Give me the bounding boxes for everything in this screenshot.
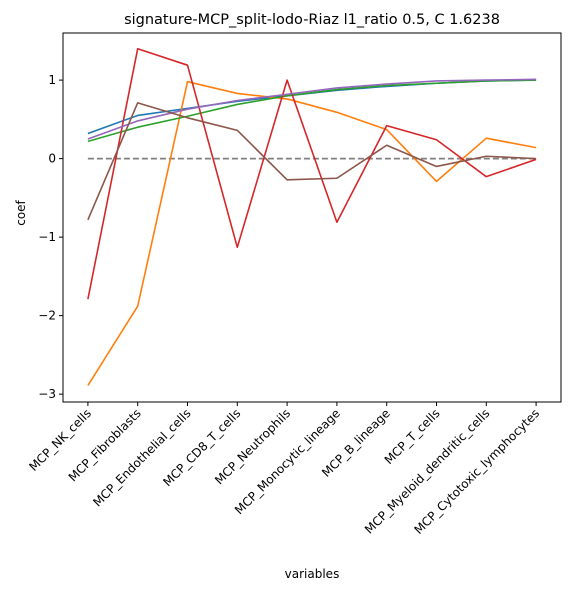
series-line-3 [87, 79, 537, 143]
chart-title: signature-MCP_split-lodo-Riaz l1_ratio 0… [124, 12, 500, 28]
y-tick-label: −2 [38, 309, 56, 323]
series-line-5 [87, 78, 537, 140]
y-tick-label: 0 [48, 152, 56, 166]
y-tick-label: 1 [48, 73, 56, 87]
series-line-1 [87, 79, 537, 135]
series-line-2 [87, 80, 537, 386]
y-tick-label: −1 [38, 230, 56, 244]
y-axis-label: coef [14, 199, 28, 225]
x-axis-label: variables [285, 567, 340, 581]
plot-frame [62, 32, 562, 403]
series-line-4 [87, 47, 537, 300]
x-tick-label: MCP_Endothelial_cells [90, 406, 193, 509]
series-line-6 [87, 102, 537, 221]
y-tick-label: −3 [38, 387, 56, 401]
plot-area: −3−2−101MCP_NK_cellsMCP_FibroblastsMCP_E… [26, 32, 562, 537]
